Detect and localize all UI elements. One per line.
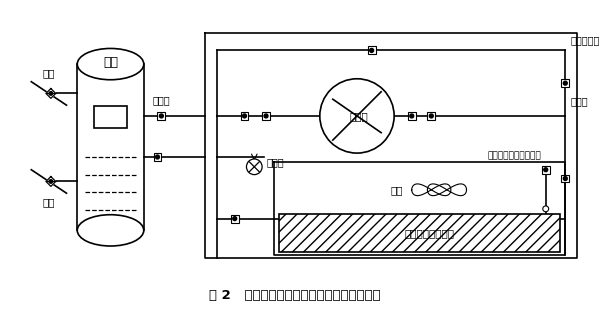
Ellipse shape (77, 215, 144, 246)
Bar (94, 106, 127, 128)
Circle shape (49, 180, 52, 183)
Text: 太阳能蒸发集热器: 太阳能蒸发集热器 (405, 228, 455, 238)
Text: 补水: 补水 (43, 197, 55, 207)
Bar (262, 112, 270, 120)
Text: 风机: 风机 (390, 185, 403, 195)
Bar (542, 166, 550, 174)
Circle shape (410, 114, 414, 118)
Circle shape (563, 81, 567, 85)
Circle shape (370, 49, 374, 52)
Text: 单向阀: 单向阀 (570, 96, 588, 106)
Circle shape (264, 114, 268, 118)
Bar (562, 79, 569, 87)
Text: 压缩机旁路: 压缩机旁路 (570, 36, 600, 46)
Bar (427, 112, 435, 120)
Circle shape (155, 155, 160, 159)
Polygon shape (46, 177, 56, 186)
Text: 图 2   太阳能耦合空气源热泵热水系统原理图: 图 2 太阳能耦合空气源热泵热水系统原理图 (208, 289, 380, 302)
Text: 水箱: 水箱 (103, 56, 118, 69)
Ellipse shape (77, 49, 144, 80)
Bar (408, 112, 415, 120)
Bar (154, 153, 161, 161)
Text: 膨胀阀: 膨胀阀 (266, 157, 284, 167)
Bar (279, 214, 560, 252)
Circle shape (563, 177, 567, 180)
Polygon shape (46, 89, 56, 98)
Text: 太阳能蒸发集热器旁路: 太阳能蒸发集热器旁路 (487, 151, 541, 160)
Text: 压缩机: 压缩机 (350, 111, 368, 121)
Circle shape (246, 159, 262, 175)
Circle shape (320, 79, 394, 153)
Circle shape (429, 114, 433, 118)
Bar (368, 47, 376, 54)
Text: 供水: 供水 (43, 68, 55, 78)
Circle shape (243, 114, 246, 118)
Bar (158, 112, 166, 120)
Circle shape (233, 217, 237, 220)
Bar (231, 215, 238, 222)
Circle shape (544, 168, 548, 172)
Text: 调节阀: 调节阀 (152, 95, 170, 105)
Circle shape (543, 206, 548, 212)
Circle shape (160, 114, 163, 118)
Bar (562, 175, 569, 182)
Circle shape (49, 92, 52, 95)
Bar (241, 112, 249, 120)
